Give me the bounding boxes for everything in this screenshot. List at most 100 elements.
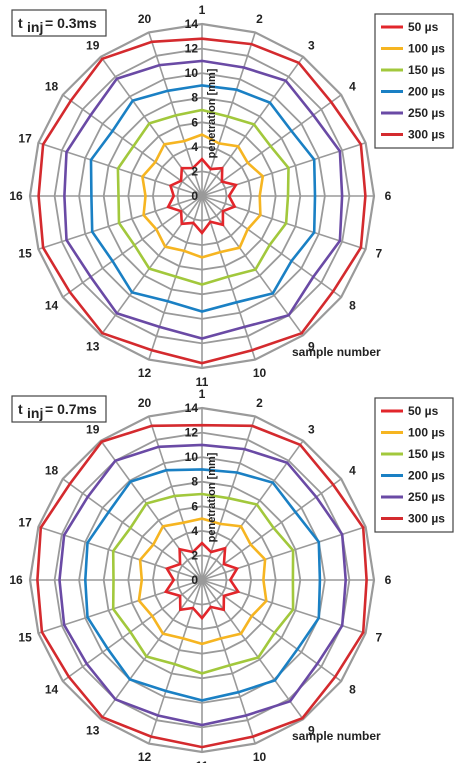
spoke-label-4: 4: [349, 80, 356, 94]
r-tick-label: 2: [191, 548, 198, 562]
r-tick-label: 2: [191, 164, 198, 178]
title-subscript: inj: [27, 19, 43, 35]
r-tick-label: 8: [191, 91, 198, 105]
legend: 50 µs 100 µs 150 µs 200 µs 250 µs 300 µs: [374, 13, 454, 149]
spoke-19: [100, 440, 203, 581]
series-lines: [37, 37, 367, 365]
spoke-7: [201, 579, 366, 634]
spoke-label-11: 11: [196, 375, 209, 389]
spoke-label-19: 19: [86, 39, 100, 53]
legend-label-250-µs: 250 µs: [408, 106, 445, 120]
spoke-label-17: 17: [18, 132, 32, 146]
r-tick-label: 12: [185, 42, 199, 56]
spoke-label-6: 6: [385, 573, 392, 587]
spoke-label-10: 10: [253, 750, 267, 763]
spoke-label-1: 1: [199, 3, 206, 17]
spoke-13: [100, 195, 203, 336]
spoke-label-11: 11: [196, 759, 209, 763]
title-rest: = 0.3ms: [45, 15, 97, 31]
spoke-label-3: 3: [308, 423, 315, 437]
spoke-label-20: 20: [138, 396, 152, 410]
legend: 50 µs 100 µs 150 µs 200 µs 250 µs 300 µs: [374, 397, 454, 533]
spoke-label-16: 16: [9, 573, 23, 587]
spoke-label-9: 9: [308, 724, 315, 738]
spoke-17: [38, 526, 203, 581]
spoke-axis-title: sample number: [292, 729, 381, 743]
title-box: [11, 9, 107, 37]
r-tick-label: 10: [185, 66, 199, 80]
spoke-label-14: 14: [45, 682, 59, 696]
legend-box: [374, 397, 454, 533]
spoke-label-15: 15: [18, 247, 32, 261]
axis-title-penetration: penetration [mm]: [206, 68, 218, 158]
legend-label-150-µs: 150 µs: [408, 63, 445, 77]
r-tick-label: 0: [191, 189, 198, 203]
legend-label-200-µs: 200 µs: [408, 85, 445, 99]
spoke-label-7: 7: [376, 631, 383, 645]
spoke-label-14: 14: [45, 298, 59, 312]
title-subscript: inj: [27, 405, 43, 421]
spoke-label-6: 6: [385, 189, 392, 203]
r-tick-label: 8: [191, 475, 198, 489]
r-tick-label: 6: [191, 115, 198, 129]
spoke-label-16: 16: [9, 189, 23, 203]
spoke-label-20: 20: [138, 12, 152, 26]
r-tick-label: 6: [191, 499, 198, 513]
spoke-9: [201, 195, 304, 336]
spoke-label-13: 13: [86, 724, 100, 738]
legend-label-50-µs: 50 µs: [408, 20, 439, 34]
spoke-15: [38, 579, 203, 634]
spoke-5: [201, 142, 366, 197]
spoke-7: [201, 195, 366, 250]
spoke-label-12: 12: [138, 750, 152, 763]
r-tick-label: 4: [191, 524, 198, 538]
spoke-label-8: 8: [349, 682, 356, 696]
spoke-label-19: 19: [86, 423, 100, 437]
series-line-100-µs: [141, 133, 265, 259]
spoke-label-13: 13: [86, 340, 100, 354]
legend-box: [374, 13, 454, 149]
r-tick-label: 12: [185, 426, 199, 440]
spoke-19: [100, 56, 203, 197]
series-line-300-µs: [36, 423, 368, 749]
spoke-label-10: 10: [253, 366, 267, 380]
series-line-50-µs: [166, 157, 238, 235]
spoke-8: [201, 195, 342, 298]
spoke-label-8: 8: [349, 298, 356, 312]
series-line-250-µs: [63, 59, 344, 340]
spoke-9: [201, 579, 304, 720]
legend-label-100-µs: 100 µs: [408, 42, 445, 56]
spoke-label-18: 18: [45, 464, 59, 478]
spoke-17: [38, 142, 203, 197]
r-tick-label: 14: [185, 401, 199, 415]
spoke-5: [201, 526, 366, 581]
legend-label-50-µs: 50 µs: [408, 404, 439, 418]
title-main: t: [18, 15, 23, 31]
series-line-150-µs: [111, 492, 295, 675]
r-tick-label: 4: [191, 140, 198, 154]
spoke-label-18: 18: [45, 80, 59, 94]
spoke-label-15: 15: [18, 631, 32, 645]
series-line-200-µs: [83, 468, 322, 702]
title-main: t: [18, 401, 23, 417]
legend-label-300-µs: 300 µs: [408, 512, 445, 526]
spoke-3: [201, 440, 304, 581]
series-line-250-µs: [58, 443, 348, 727]
axis-title-penetration: penetration [mm]: [206, 452, 218, 542]
spoke-label-17: 17: [18, 516, 32, 530]
spoke-label-7: 7: [376, 247, 383, 261]
series-line-300-µs: [37, 37, 367, 365]
series-line-50-µs: [163, 541, 241, 621]
spoke-label-3: 3: [308, 39, 315, 53]
spoke-label-2: 2: [256, 12, 263, 26]
series-line-100-µs: [137, 517, 268, 646]
spoke-axis-title: sample number: [292, 345, 381, 359]
legend-label-150-µs: 150 µs: [408, 447, 445, 461]
legend-label-100-µs: 100 µs: [408, 426, 445, 440]
r-tick-label: 0: [191, 573, 198, 587]
series-line-200-µs: [89, 84, 317, 313]
spoke-label-4: 4: [349, 464, 356, 478]
spoke-13: [100, 579, 203, 720]
